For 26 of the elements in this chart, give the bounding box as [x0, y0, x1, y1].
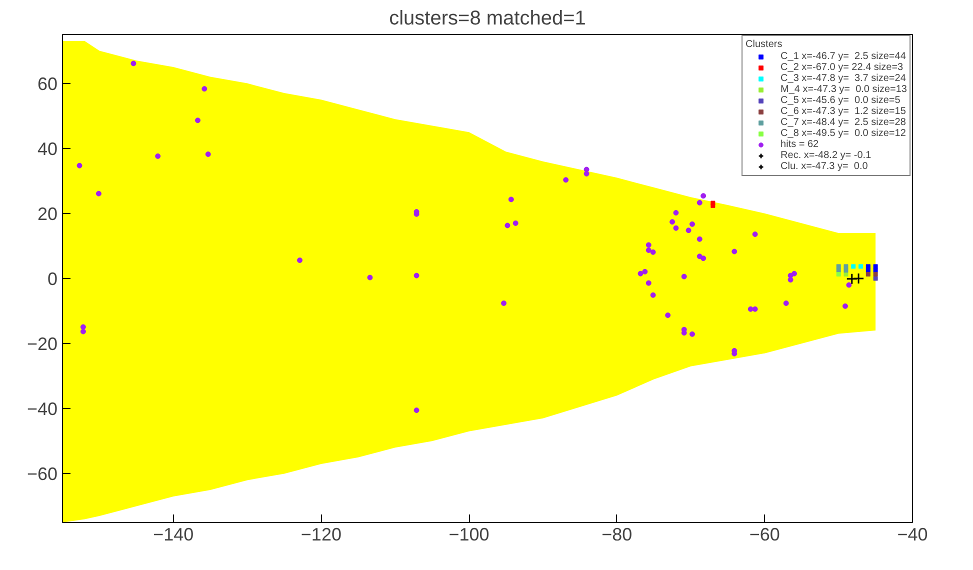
legend-label: C_1 x=-46.7 y= 2.5 size=44	[780, 51, 906, 62]
legend-label: C_6 x=-47.3 y= 1.2 size=15	[780, 106, 906, 117]
y-tick-label: −40	[26, 399, 58, 420]
legend-label: hits = 62	[780, 139, 819, 150]
legend-label: C_5 x=-45.6 y= 0.0 size=5	[780, 95, 900, 106]
chart-title: clusters=8 matched=1	[389, 8, 586, 30]
y-tick-label: 60	[37, 74, 58, 94]
y-tick-label: 0	[47, 269, 58, 289]
y-tick-label: −20	[26, 334, 58, 354]
x-tick-label: −40	[897, 524, 928, 544]
legend-label: Rec. x=-48.2 y= -0.1	[780, 150, 872, 161]
legend-label: M_4 x=-47.3 y= 0.0 size=13	[780, 84, 907, 95]
y-tick-label: −60	[26, 464, 58, 484]
x-tick-label: −140	[153, 524, 194, 544]
y-tick-label: 20	[37, 204, 58, 224]
legend-label: C_2 x=-67.0 y= 22.4 size=3	[780, 62, 904, 73]
x-tick-label: −100	[448, 524, 490, 544]
legend-label: C_8 x=-49.5 y= 0.0 size=12	[780, 128, 906, 139]
legend-title: Clusters	[746, 39, 784, 50]
legend-label: C_3 x=-47.8 y= 3.7 size=24	[780, 73, 906, 84]
legend-label: C_7 x=-48.4 y= 2.5 size=28	[780, 117, 906, 128]
x-tick-label: −80	[602, 524, 632, 544]
legend-label: Clu. x=-47.3 y= 0.0	[780, 161, 868, 172]
x-tick-label: −60	[749, 524, 780, 544]
y-tick-label: 40	[37, 138, 58, 159]
x-tick-label: −120	[300, 524, 342, 544]
